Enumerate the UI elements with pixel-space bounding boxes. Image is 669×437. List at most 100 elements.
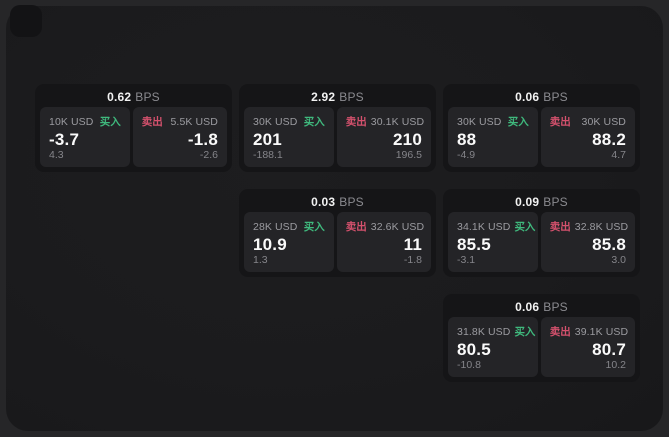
bps-unit-label: BPS — [543, 299, 568, 314]
sell-price: 11 — [403, 234, 422, 254]
sell-price: 80.7 — [592, 339, 626, 359]
card-header: 0.06 BPS — [448, 88, 635, 105]
buy-delta: 4.3 — [49, 149, 64, 161]
buy-tile-top: 31.8K USD 买入 — [457, 324, 535, 339]
sell-tile-top: 卖出 39.1K USD — [549, 324, 629, 339]
buy-side-label: 买入 — [507, 116, 529, 128]
sell-price: -1.8 — [187, 129, 218, 149]
sell-delta: 3.0 — [611, 254, 626, 266]
bps-spread-value: 0.06 — [515, 299, 540, 314]
buy-delta: -10.8 — [457, 359, 481, 371]
sell-notional: 32.8K USD — [574, 221, 629, 233]
bps-unit-label: BPS — [543, 89, 568, 104]
sell-side-label: 卖出 — [345, 116, 367, 128]
sell-price: 85.8 — [592, 234, 626, 254]
quote-card: 0.09 BPS 34.1K USD 买入 85.5 -3.1 卖出 32.8K… — [443, 189, 640, 277]
bps-unit-label: BPS — [339, 89, 364, 104]
buy-price: 80.5 — [457, 339, 491, 359]
bps-spread-value: 2.92 — [311, 89, 336, 104]
sell-tile[interactable]: 卖出 32.8K USD 85.8 3.0 — [540, 212, 635, 272]
sell-delta: 196.5 — [395, 149, 422, 161]
sell-notional: 30.1K USD — [370, 116, 425, 128]
card-header: 0.03 BPS — [244, 193, 431, 210]
buy-price: 85.5 — [457, 234, 491, 254]
buy-notional: 34.1K USD — [457, 221, 511, 233]
sell-notional: 39.1K USD — [574, 326, 629, 338]
buy-tile[interactable]: 34.1K USD 买入 85.5 -3.1 — [448, 212, 538, 272]
sell-price: 88.2 — [592, 129, 626, 149]
buy-price: -3.7 — [49, 129, 80, 149]
buy-tile-top: 30K USD 买入 — [253, 114, 325, 129]
bps-unit-label: BPS — [135, 89, 160, 104]
sell-tile-top: 卖出 30.1K USD — [345, 114, 425, 129]
buy-sell-tiles: 28K USD 买入 10.9 1.3 卖出 32.6K USD 11 -1.8 — [244, 212, 431, 272]
sell-notional: 5.5K USD — [170, 116, 218, 128]
buy-price: 10.9 — [253, 234, 287, 254]
card-header: 0.62 BPS — [40, 88, 227, 105]
buy-sell-tiles: 30K USD 买入 88 -4.9 卖出 30K USD 88.2 4.7 — [448, 107, 635, 167]
buy-notional: 30K USD — [457, 116, 502, 128]
quote-card: 0.06 BPS 31.8K USD 买入 80.5 -10.8 卖出 39.1… — [443, 294, 640, 382]
sell-tile-top: 卖出 30K USD — [550, 114, 626, 129]
sell-side-label: 卖出 — [549, 326, 571, 338]
sell-tile-top: 卖出 5.5K USD — [142, 114, 218, 129]
sell-tile[interactable]: 卖出 39.1K USD 80.7 10.2 — [540, 317, 635, 377]
bps-spread-value: 0.06 — [515, 89, 540, 104]
buy-side-label: 买入 — [303, 116, 325, 128]
quote-card: 0.62 BPS 10K USD 买入 -3.7 4.3 卖出 5.5K USD… — [35, 84, 232, 172]
sell-side-label: 卖出 — [141, 116, 163, 128]
sell-tile[interactable]: 卖出 30.1K USD 210 196.5 — [336, 107, 431, 167]
card-header: 2.92 BPS — [244, 88, 431, 105]
buy-price: 201 — [253, 129, 282, 149]
bps-spread-value: 0.03 — [311, 194, 336, 209]
buy-notional: 28K USD — [253, 221, 298, 233]
quote-card: 0.06 BPS 30K USD 买入 88 -4.9 卖出 30K USD 8… — [443, 84, 640, 172]
buy-notional: 30K USD — [253, 116, 298, 128]
buy-tile-top: 10K USD 买入 — [49, 114, 121, 129]
buy-tile[interactable]: 30K USD 买入 201 -188.1 — [244, 107, 334, 167]
buy-notional: 31.8K USD — [457, 326, 511, 338]
buy-tile[interactable]: 10K USD 买入 -3.7 4.3 — [40, 107, 130, 167]
sell-tile-top: 卖出 32.6K USD — [345, 219, 425, 234]
sell-notional: 30K USD — [581, 116, 626, 128]
card-header: 0.06 BPS — [448, 298, 635, 315]
bps-unit-label: BPS — [543, 194, 568, 209]
buy-side-label: 买入 — [99, 116, 121, 128]
sell-side-label: 卖出 — [345, 221, 367, 233]
buy-tile-top: 28K USD 买入 — [253, 219, 325, 234]
sell-delta: 4.7 — [611, 149, 626, 161]
buy-side-label: 买入 — [514, 221, 536, 233]
buy-delta: 1.3 — [253, 254, 268, 266]
sell-tile[interactable]: 卖出 30K USD 88.2 4.7 — [540, 107, 635, 167]
buy-sell-tiles: 31.8K USD 买入 80.5 -10.8 卖出 39.1K USD 80.… — [448, 317, 635, 377]
sell-side-label: 卖出 — [549, 221, 571, 233]
card-header: 0.09 BPS — [448, 193, 635, 210]
buy-tile[interactable]: 30K USD 买入 88 -4.9 — [448, 107, 538, 167]
sell-tile[interactable]: 卖出 5.5K USD -1.8 -2.6 — [132, 107, 227, 167]
sell-price: 210 — [393, 129, 422, 149]
buy-sell-tiles: 30K USD 买入 201 -188.1 卖出 30.1K USD 210 1… — [244, 107, 431, 167]
buy-notional: 10K USD — [49, 116, 94, 128]
quote-card: 0.03 BPS 28K USD 买入 10.9 1.3 卖出 32.6K US… — [239, 189, 436, 277]
buy-delta: -188.1 — [253, 149, 283, 161]
buy-tile-top: 30K USD 买入 — [457, 114, 529, 129]
quote-card: 2.92 BPS 30K USD 买入 201 -188.1 卖出 30.1K … — [239, 84, 436, 172]
sell-tile[interactable]: 卖出 32.6K USD 11 -1.8 — [336, 212, 431, 272]
buy-delta: -4.9 — [457, 149, 476, 161]
corner-accent-shape — [10, 5, 42, 37]
sell-delta: -2.6 — [199, 149, 218, 161]
quote-cards-grid: 0.62 BPS 10K USD 买入 -3.7 4.3 卖出 5.5K USD… — [35, 84, 640, 382]
sell-side-label: 卖出 — [549, 116, 571, 128]
buy-price: 88 — [457, 129, 477, 149]
buy-side-label: 买入 — [303, 221, 325, 233]
buy-tile-top: 34.1K USD 买入 — [457, 219, 535, 234]
buy-sell-tiles: 10K USD 买入 -3.7 4.3 卖出 5.5K USD -1.8 -2.… — [40, 107, 227, 167]
buy-tile[interactable]: 31.8K USD 买入 80.5 -10.8 — [448, 317, 538, 377]
sell-delta: -1.8 — [403, 254, 422, 266]
sell-notional: 32.6K USD — [370, 221, 425, 233]
bps-spread-value: 0.09 — [515, 194, 540, 209]
buy-tile[interactable]: 28K USD 买入 10.9 1.3 — [244, 212, 334, 272]
bps-unit-label: BPS — [339, 194, 364, 209]
buy-delta: -3.1 — [457, 254, 476, 266]
buy-side-label: 买入 — [514, 326, 536, 338]
